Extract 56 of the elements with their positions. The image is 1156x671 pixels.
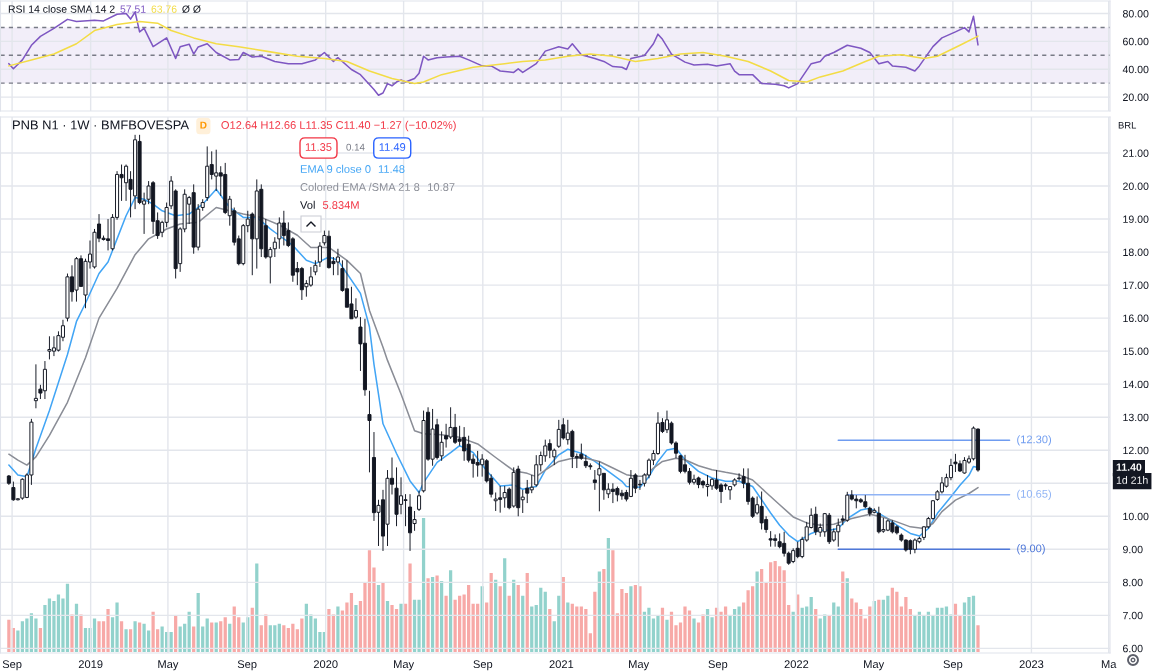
y-tick-label: 6.00: [1123, 644, 1143, 653]
y-tick-label: 14.00: [1123, 380, 1149, 389]
x-tick-label: May: [394, 660, 415, 671]
y-tick-label: 80.00: [1122, 9, 1149, 18]
annotation: 57.51: [120, 5, 146, 13]
text: BRL: [1118, 121, 1137, 129]
x-tick-label: 2021: [549, 660, 574, 669]
y-tick-label: 17.00: [1123, 281, 1149, 290]
chart-title: Vol: [300, 200, 315, 209]
x-tick-label: May: [629, 660, 650, 671]
annotation: 0.14: [346, 143, 365, 151]
y-tick-label: 21.00: [1123, 149, 1149, 157]
data-label: (9.00): [1017, 544, 1045, 555]
y-tick-label: 20.00: [1123, 93, 1149, 101]
annotation: O12.64 H12.66 L11.35 C11.40 −1.27 (−10.02%): [221, 120, 456, 132]
x-tick-label: 2023: [1019, 660, 1044, 669]
y-tick-label: 40.00: [1122, 65, 1149, 74]
y-tick-label: 20.00: [1123, 182, 1149, 190]
x-tick-label: Sep: [2, 660, 22, 671]
y-tick-label: 60.00: [1123, 37, 1149, 46]
y-tick-label: 9.00: [1122, 545, 1143, 554]
x-tick-label: 2022: [784, 660, 809, 669]
x-tick-label: Sep: [473, 660, 493, 671]
text: EMA 9 close 0: [300, 164, 371, 173]
y-tick-label: 19.00: [1123, 215, 1149, 223]
x-tick-label: Ma: [1101, 660, 1117, 669]
y-tick-label: 10.00: [1123, 512, 1149, 521]
data-label: (12.30): [1017, 435, 1052, 446]
data-label: (10.65): [1017, 489, 1052, 500]
annotation: Ø Ø: [182, 5, 201, 13]
annotation: 63.76: [151, 5, 177, 13]
text: 11.40: [1116, 463, 1142, 471]
text: 1d 21h: [1116, 476, 1148, 484]
x-tick-label: Sep: [943, 660, 963, 671]
y-tick-label: 16.00: [1123, 314, 1149, 323]
x-tick-label: Sep: [237, 660, 257, 671]
text: Colored EMA /SMA 21 8: [300, 182, 420, 191]
chart-title: RSI 14 close SMA 14 2: [8, 5, 115, 13]
chart-title: PNB N1 · 1W · BMFBOVESPA: [13, 120, 190, 130]
annotation: 11.35: [305, 143, 332, 151]
annotation: D: [200, 121, 207, 129]
x-tick-label: Sep: [708, 660, 728, 671]
x-tick-label: May: [864, 660, 885, 671]
y-tick-label: 12.00: [1123, 446, 1149, 455]
y-tick-label: 13.00: [1123, 413, 1149, 422]
annotation: 11.49: [379, 143, 406, 151]
x-tick-label: 2019: [78, 660, 103, 669]
annotation: 10.87: [428, 183, 455, 191]
x-tick-label: May: [158, 660, 179, 671]
annotation: 5.834M: [322, 201, 359, 209]
y-tick-label: 18.00: [1123, 248, 1149, 256]
y-tick-label: 15.00: [1123, 347, 1149, 356]
y-tick-label: 7.00: [1123, 611, 1143, 620]
x-tick-label: 2020: [313, 660, 338, 669]
annotation: 11.48: [378, 165, 405, 173]
y-tick-label: 8.00: [1122, 578, 1143, 587]
